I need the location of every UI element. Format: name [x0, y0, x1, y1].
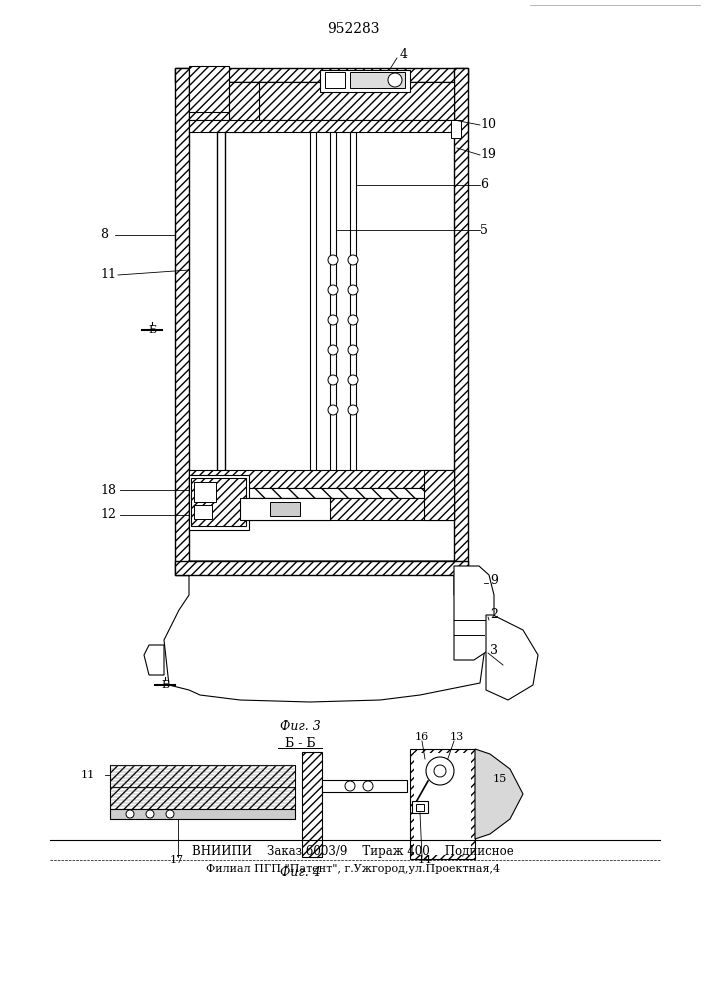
Text: 8: 8 — [100, 229, 108, 241]
Bar — [110, 765, 295, 787]
Text: 952283: 952283 — [327, 22, 379, 36]
Circle shape — [388, 73, 402, 87]
Polygon shape — [475, 749, 523, 839]
Circle shape — [348, 345, 358, 355]
Text: 17: 17 — [170, 855, 184, 865]
Circle shape — [434, 765, 446, 777]
Circle shape — [328, 315, 338, 325]
Text: 12: 12 — [100, 508, 116, 522]
Text: 6: 6 — [480, 178, 488, 192]
Bar — [325, 72, 345, 88]
Circle shape — [328, 255, 338, 265]
Circle shape — [348, 405, 358, 415]
Text: 16: 16 — [415, 732, 429, 742]
Circle shape — [348, 315, 358, 325]
Circle shape — [348, 255, 358, 265]
Bar — [189, 66, 229, 112]
Bar — [189, 120, 454, 132]
Text: Фиг. 4: Фиг. 4 — [280, 866, 320, 879]
Text: 18: 18 — [100, 484, 116, 496]
Bar — [412, 801, 428, 813]
Text: 19: 19 — [480, 148, 496, 161]
Text: Филиал ПГП "Патент", г.Ужгород,ул.Проектная,4: Филиал ПГП "Патент", г.Ужгород,ул.Проект… — [206, 864, 500, 874]
Bar — [350, 72, 405, 88]
Circle shape — [328, 405, 338, 415]
Polygon shape — [144, 645, 164, 675]
Polygon shape — [164, 561, 486, 702]
Bar — [189, 470, 454, 488]
Bar — [175, 561, 468, 575]
Bar — [454, 68, 468, 575]
Circle shape — [146, 810, 154, 818]
Polygon shape — [454, 566, 494, 660]
Text: 15: 15 — [493, 774, 507, 784]
Circle shape — [126, 810, 134, 818]
Bar — [240, 498, 330, 520]
Bar — [189, 498, 454, 520]
Bar — [189, 82, 454, 561]
Text: Фиг. 3: Фиг. 3 — [280, 720, 320, 733]
Bar — [414, 753, 471, 855]
Text: 11: 11 — [81, 770, 95, 780]
Text: 10: 10 — [480, 118, 496, 131]
Circle shape — [328, 375, 338, 385]
Bar — [175, 68, 189, 575]
Bar — [229, 82, 259, 132]
Text: 13: 13 — [450, 732, 464, 742]
Bar — [451, 120, 461, 138]
Circle shape — [328, 345, 338, 355]
Text: 4: 4 — [400, 48, 408, 62]
Bar — [189, 488, 454, 498]
Bar — [424, 470, 454, 520]
Circle shape — [166, 810, 174, 818]
Text: Б - Б: Б - Б — [285, 737, 315, 750]
Text: 5: 5 — [480, 224, 488, 236]
Bar — [416, 804, 424, 811]
Bar — [191, 478, 246, 526]
Bar — [189, 82, 454, 120]
Bar — [110, 809, 295, 819]
Circle shape — [348, 375, 358, 385]
Text: Б: Б — [148, 325, 156, 335]
Circle shape — [345, 781, 355, 791]
Text: 14: 14 — [418, 855, 432, 865]
Circle shape — [328, 285, 338, 295]
Text: 11: 11 — [100, 268, 116, 282]
Bar — [302, 752, 322, 857]
Polygon shape — [486, 615, 538, 700]
Bar — [110, 787, 295, 809]
Text: ВНИИПИ    Заказ 6003/9    Тираж 400    Подписное: ВНИИПИ Заказ 6003/9 Тираж 400 Подписное — [192, 845, 514, 858]
Bar — [175, 68, 468, 82]
Bar — [270, 502, 300, 516]
Bar — [194, 482, 216, 502]
Text: 2: 2 — [490, 608, 498, 621]
Bar — [320, 70, 410, 92]
Text: 9: 9 — [490, 574, 498, 586]
Text: Б: Б — [161, 680, 169, 690]
Bar — [194, 505, 212, 519]
Circle shape — [426, 757, 454, 785]
Bar — [410, 749, 475, 859]
Text: 3: 3 — [490, 644, 498, 656]
Bar — [189, 475, 249, 530]
Circle shape — [348, 285, 358, 295]
Circle shape — [363, 781, 373, 791]
Bar — [322, 780, 407, 792]
